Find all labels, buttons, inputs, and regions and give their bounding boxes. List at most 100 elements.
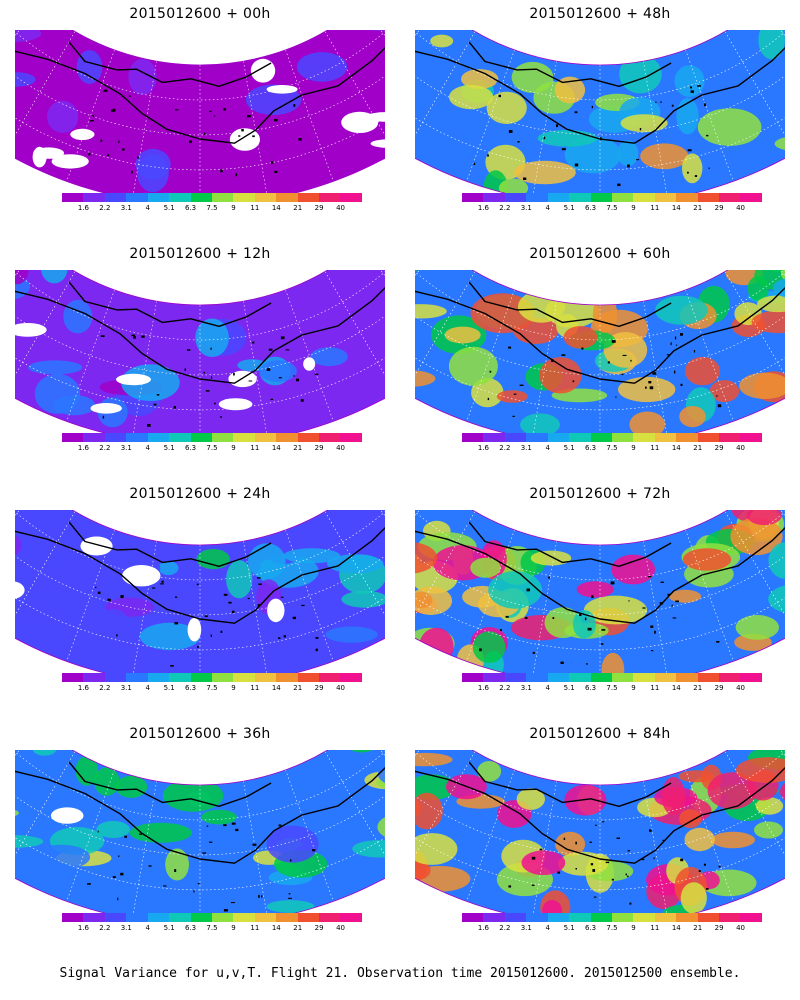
colorbar-segment <box>526 433 548 442</box>
colorbar-tick-label: 11 <box>250 444 260 452</box>
island <box>189 140 192 144</box>
island <box>473 162 476 165</box>
colorbar-segment <box>611 433 634 442</box>
colorbar-tick-label: 21 <box>693 684 703 692</box>
island <box>629 902 632 905</box>
colorbar-tick-label: 29 <box>314 444 324 452</box>
island <box>163 885 167 887</box>
colorbar-tick-label: 9 <box>631 444 636 452</box>
longitude-line <box>66 49 115 182</box>
longitude-line <box>285 529 334 662</box>
longitude-line <box>685 529 734 662</box>
longitude-line <box>15 271 76 393</box>
colorbar-segment <box>211 913 234 922</box>
longitude-line <box>643 541 668 680</box>
island <box>611 340 616 343</box>
island <box>283 635 286 638</box>
colorbar-tick-label: 40 <box>336 204 346 212</box>
variance-blob <box>75 755 99 786</box>
variance-blob <box>486 91 527 124</box>
island <box>670 342 672 346</box>
longitude-line <box>132 301 157 440</box>
island <box>152 587 156 589</box>
island <box>315 637 319 639</box>
island <box>232 610 235 613</box>
variance-blob <box>31 844 91 870</box>
variance-blob <box>661 776 686 816</box>
variance-blob <box>195 318 229 358</box>
variance-blob <box>592 296 618 333</box>
island <box>662 839 664 841</box>
no-data-area <box>50 807 84 824</box>
island <box>300 399 304 402</box>
colorbar-tick-label: 7.5 <box>206 444 218 452</box>
colorbar-segment <box>340 673 362 682</box>
island <box>552 617 555 619</box>
variance-blob <box>554 76 586 104</box>
island <box>238 135 241 137</box>
island <box>95 586 97 589</box>
variance-blob <box>15 270 29 285</box>
variance-map <box>415 270 785 440</box>
colorbar-tick-label: 7.5 <box>606 444 618 452</box>
colorbar-tick-label: 4 <box>545 924 550 932</box>
island <box>223 909 228 912</box>
colorbar-segment <box>254 193 277 202</box>
variance-blob <box>640 143 689 170</box>
colorbar-segment <box>147 673 170 682</box>
colorbar-tick-label: 40 <box>336 444 346 452</box>
island <box>184 368 186 372</box>
variance-blob <box>739 372 785 400</box>
island <box>213 115 216 117</box>
coastline <box>468 761 672 807</box>
map-outline <box>415 510 785 680</box>
colorbar-segment <box>719 673 741 682</box>
variance-blob <box>32 750 57 756</box>
colorbar-tick-label: 2.2 <box>99 444 111 452</box>
colorbar-segment <box>104 433 127 442</box>
colorbar-segment <box>190 913 212 922</box>
island <box>122 148 125 151</box>
longitude-line <box>466 529 515 662</box>
variance-blob <box>735 615 779 640</box>
colorbar-segment <box>611 913 634 922</box>
island <box>278 637 281 639</box>
island <box>592 869 596 872</box>
colorbar-tick-label: 11 <box>650 204 660 212</box>
colorbar-segment <box>697 433 720 442</box>
colorbar-tick-label: 5.1 <box>163 924 175 932</box>
variance-blob <box>513 160 576 185</box>
island <box>703 863 706 866</box>
colorbar-segment <box>297 673 320 682</box>
island <box>293 104 296 107</box>
island <box>204 132 206 136</box>
colorbar-segment <box>526 673 548 682</box>
longitude-line <box>466 49 515 182</box>
island <box>600 137 602 141</box>
colorbar-segment <box>633 913 655 922</box>
colorbar-segment <box>276 673 298 682</box>
variance-blob <box>498 178 529 198</box>
colorbar <box>462 433 762 442</box>
island <box>91 115 95 117</box>
colorbar-tick-label: 5.1 <box>163 684 175 692</box>
colorbar-tick-label: 9 <box>231 444 236 452</box>
longitude-line <box>685 49 734 182</box>
island <box>90 120 94 122</box>
colorbar-tick-label: 6.3 <box>584 684 597 692</box>
panel-title: 2015012600 + 24h <box>129 486 271 502</box>
island <box>680 333 683 336</box>
no-data-area <box>80 536 113 556</box>
island <box>206 825 209 827</box>
variance-blob <box>96 821 130 838</box>
longitude-line <box>15 511 76 633</box>
colorbar-segment <box>740 433 762 442</box>
variance-blob <box>619 55 662 94</box>
variance-blob <box>129 822 192 843</box>
variance-blob <box>520 413 560 436</box>
coastline <box>415 750 785 864</box>
island <box>524 616 528 619</box>
island <box>223 593 228 596</box>
no-data-area <box>15 581 25 599</box>
